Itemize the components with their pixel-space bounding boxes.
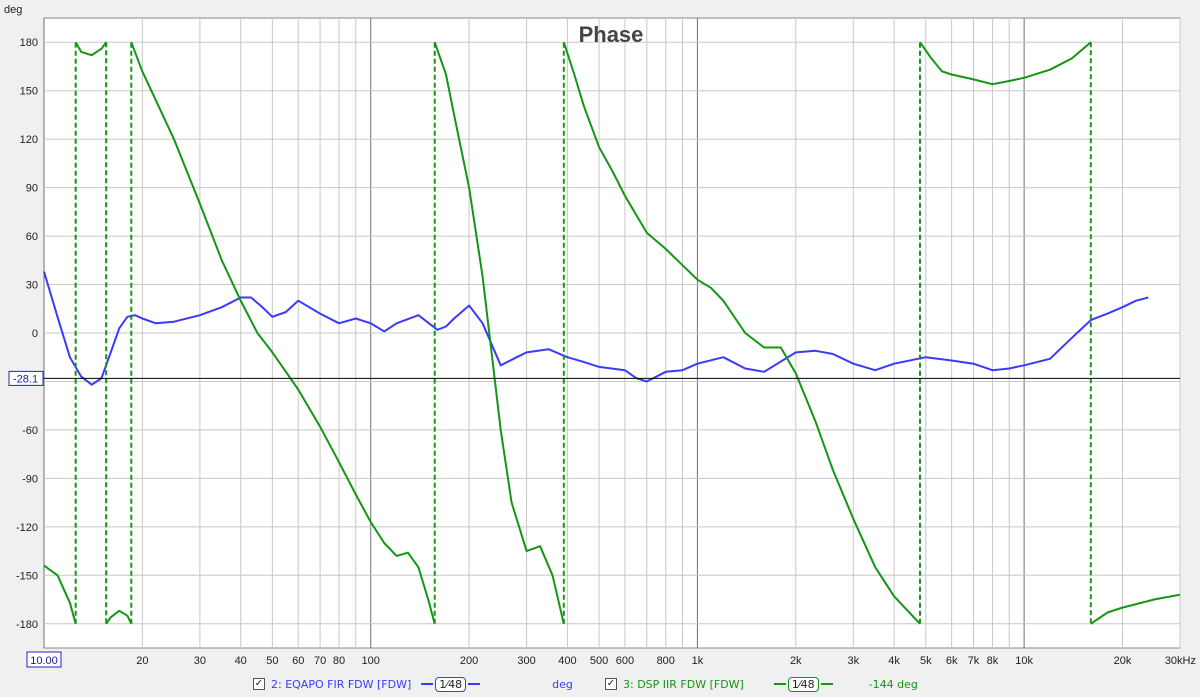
y-tick-label: 90 xyxy=(26,183,38,195)
chart-title: Phase xyxy=(579,22,644,47)
x-tick-label: 70 xyxy=(314,655,326,667)
y-tick-label: -90 xyxy=(22,473,38,485)
legend-item-1[interactable]: ✓ 2: EQAPO FIR FDW [FDW] 1⁄48 deg xyxy=(253,675,573,693)
x-tick-labels: 10.00 20 30 40 50 60 70 80 100 200 300 400 500 600 800… xyxy=(26,651,1196,668)
series-3-line xyxy=(130,41,436,625)
series-3-line xyxy=(562,41,921,625)
x-tick-label: 30kHz xyxy=(1165,655,1196,667)
y-tick-label: 180 xyxy=(20,37,38,49)
x-tick-label: 3k xyxy=(847,655,859,667)
x-tick-label: 500 xyxy=(590,655,608,667)
smoothing-badge-series-3[interactable]: 1⁄48 xyxy=(787,676,819,692)
series-2-line xyxy=(43,271,1149,386)
legend-series-3-value: -144 deg xyxy=(868,677,918,691)
checkbox-series-3[interactable]: ✓ xyxy=(605,678,617,690)
x-tick-label: 400 xyxy=(558,655,576,667)
y-tick-label: 150 xyxy=(20,86,38,98)
cursor-value-box xyxy=(8,370,44,386)
y-tick-label: 30 xyxy=(26,280,38,292)
legend-series-3-name: 3: DSP IIR FDW [FDW] xyxy=(623,677,744,691)
y-tick-label: -120 xyxy=(16,522,38,534)
x-tick-label: 20k xyxy=(1114,655,1132,667)
series-3-line xyxy=(105,609,133,625)
legend-series-2-name: 2: EQAPO FIR FDW [FDW] xyxy=(271,677,412,691)
legend-line-icon xyxy=(773,683,786,685)
cursor-value-label: -28.1 xyxy=(13,373,38,385)
x-tick-label: 100 xyxy=(362,655,380,667)
x-tick-label: 10k xyxy=(1015,655,1033,667)
checkbox-series-2[interactable]: ✓ xyxy=(253,678,265,690)
x-tick-label: 40 xyxy=(235,655,247,667)
series-3-line xyxy=(919,41,1092,86)
y-tick-label: 60 xyxy=(26,231,38,243)
x-tick-label: 20 xyxy=(136,655,148,667)
legend-line-icon xyxy=(421,683,434,685)
series-3-line xyxy=(433,41,565,625)
legend-series-2-unit: deg xyxy=(552,677,573,691)
x-tick-label: 10.00 xyxy=(30,655,58,667)
y-tick-label: 0 xyxy=(32,328,38,340)
x-tick-label: 600 xyxy=(616,655,634,667)
x-start-value-box xyxy=(26,651,62,668)
y-tick-label: -180 xyxy=(16,619,38,631)
x-tick-label: 300 xyxy=(517,655,535,667)
x-tick-label: 80 xyxy=(333,655,345,667)
y-tick-label: 120 xyxy=(20,134,38,146)
series-3-line xyxy=(74,41,108,57)
legend-item-2[interactable]: ✓ 3: DSP IIR FDW [FDW] 1⁄48 -144 deg xyxy=(605,675,918,693)
series-3-line xyxy=(1090,593,1181,625)
x-tick-label: 7k xyxy=(968,655,980,667)
series-3-line xyxy=(43,564,77,625)
legend-line-icon xyxy=(820,683,833,685)
x-tick-label: 200 xyxy=(460,655,478,667)
y-unit-label: deg xyxy=(4,4,22,16)
x-tick-label: 30 xyxy=(194,655,206,667)
x-tick-label: 5k xyxy=(920,655,932,667)
data-series xyxy=(43,41,1181,625)
legend-line-icon xyxy=(468,683,481,685)
y-tick-label: -150 xyxy=(16,570,38,582)
x-tick-label: 60 xyxy=(292,655,304,667)
smoothing-badge-series-2[interactable]: 1⁄48 xyxy=(435,676,467,692)
x-tick-label: 800 xyxy=(657,655,675,667)
grid-lines xyxy=(43,18,1181,648)
y-tick-label: -60 xyxy=(22,425,38,437)
x-tick-label: 8k xyxy=(987,655,999,667)
x-tick-label: 2k xyxy=(790,655,802,667)
x-tick-label: 50 xyxy=(266,655,278,667)
x-tick-label: 1k xyxy=(692,655,704,667)
x-tick-label: 6k xyxy=(946,655,958,667)
x-tick-label: 4k xyxy=(888,655,900,667)
